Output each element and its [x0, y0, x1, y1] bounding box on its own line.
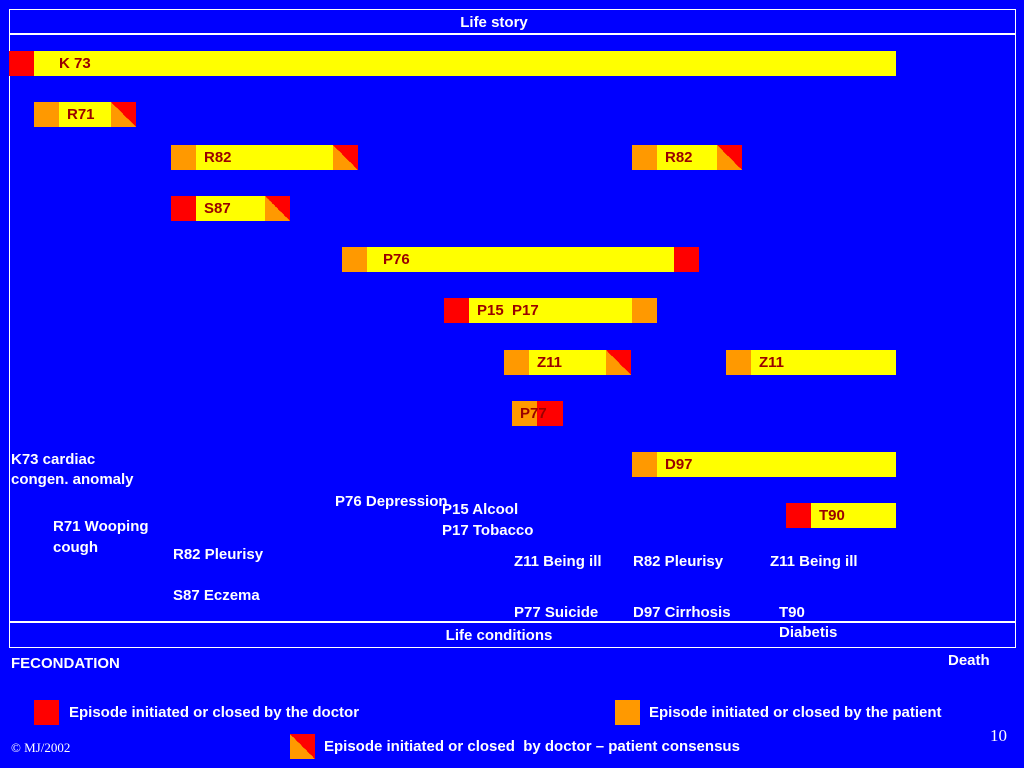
doctor-marker: [444, 298, 469, 323]
episode-label-r82-second: R82: [657, 145, 717, 170]
episode-bar-z11-first: Z11: [504, 350, 631, 375]
consensus-marker: [333, 145, 358, 170]
copyright: © MJ/2002: [11, 740, 71, 755]
legend-consensus-label: Episode initiated or closed by doctor – …: [324, 738, 740, 755]
episode-label-p77: P77: [520, 405, 547, 422]
consensus-marker: [265, 196, 290, 221]
annotation-r82-left: R82 Pleurisy: [173, 546, 264, 563]
episode-label-z11-first: Z11: [529, 350, 606, 375]
legend-doctor-swatch: [34, 700, 59, 725]
timeline-end-label: Death: [948, 652, 990, 669]
annotation-z11-left: Z11 Being ill: [514, 553, 602, 570]
legend-consensus-swatch: [290, 734, 315, 759]
doctor-marker: [9, 51, 34, 76]
annotation-p15: P15 Alcool: [442, 501, 519, 518]
patient-marker: [504, 350, 529, 375]
episode-bar-p76: P76: [342, 247, 699, 272]
annotation-p77: P77 Suicide: [514, 604, 599, 621]
episode-label-p15-p17: P15 P17: [469, 298, 632, 323]
doctor-marker: [537, 401, 563, 426]
header-frame: [9, 9, 1016, 34]
episode-label-p76: P76: [367, 247, 674, 272]
footer-title: Life conditions: [445, 627, 553, 644]
patient-marker: [512, 401, 537, 426]
slide-number: 10: [990, 726, 1007, 745]
patient-marker: [632, 298, 657, 323]
annotation-p76: P76 Depression: [335, 493, 448, 510]
legend-patient-swatch: [615, 700, 640, 725]
episode-label-k73: K 73: [34, 51, 896, 76]
episode-bar-r71: R71: [34, 102, 136, 127]
timeline-start-label: FECONDATION: [11, 655, 120, 672]
annotation-t90-line1: T90: [779, 604, 805, 621]
annotation-r82-right: R82 Pleurisy: [633, 553, 724, 570]
episode-bar-r82-second: R82: [632, 145, 742, 170]
doctor-marker: [786, 503, 811, 528]
episode-bar-t90: T90: [786, 503, 896, 528]
annotation-s87: S87 Eczema: [173, 587, 260, 604]
episode-bar-p77: P77: [512, 401, 563, 426]
doctor-marker: [674, 247, 699, 272]
episode-bar-s87: S87: [171, 196, 290, 221]
legend-patient-label: Episode initiated or closed by the patie…: [649, 704, 942, 721]
annotation-r71-line1: R71 Wooping: [53, 518, 149, 535]
patient-marker: [632, 452, 657, 477]
consensus-marker: [717, 145, 742, 170]
episode-label-d97: D97: [657, 452, 896, 477]
annotation-z11-right: Z11 Being ill: [770, 553, 858, 570]
episode-bar-p15-p17: P15 P17: [444, 298, 657, 323]
patient-marker: [342, 247, 367, 272]
episode-label-z11-second: Z11: [751, 350, 896, 375]
episode-label-s87: S87: [196, 196, 265, 221]
annotation-d97: D97 Cirrhosis: [633, 604, 731, 621]
patient-marker: [632, 145, 657, 170]
episode-bar-z11-second: Z11: [726, 350, 896, 375]
annotation-t90-line2: Diabetis: [779, 624, 838, 641]
main-frame: [9, 34, 1016, 622]
patient-marker: [726, 350, 751, 375]
legend-doctor-label: Episode initiated or closed by the docto…: [69, 704, 360, 721]
episode-label-r82-first: R82: [196, 145, 333, 170]
header-title: Life story: [460, 14, 528, 31]
annotation-r71-line2: cough: [53, 539, 98, 556]
footer-frame: [9, 622, 1016, 648]
annotation-k73-line2: congen. anomaly: [11, 471, 134, 488]
episode-bar-k73: K 73: [9, 51, 896, 76]
doctor-marker: [171, 196, 196, 221]
consensus-marker: [111, 102, 136, 127]
consensus-marker: [606, 350, 631, 375]
annotation-p17: P17 Tobacco: [442, 522, 534, 539]
episode-label-t90: T90: [811, 503, 896, 528]
episode-bar-r82-first: R82: [171, 145, 358, 170]
episode-bar-d97: D97: [632, 452, 896, 477]
episode-label-r71: R71: [59, 102, 111, 127]
annotation-k73-line1: K73 cardiac: [11, 451, 96, 468]
patient-marker: [34, 102, 59, 127]
patient-marker: [171, 145, 196, 170]
